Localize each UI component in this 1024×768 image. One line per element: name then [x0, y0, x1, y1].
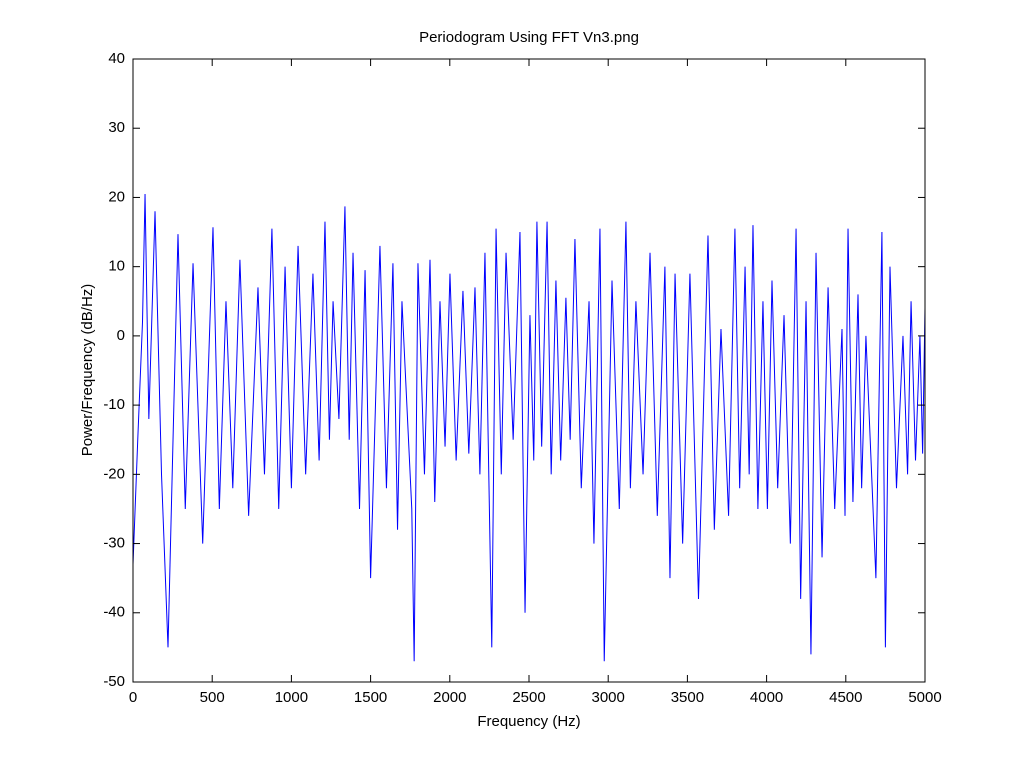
y-tick-label: 0 [117, 327, 125, 344]
x-tick-label: 3000 [592, 689, 625, 706]
y-tick-label: 40 [108, 50, 125, 67]
x-tick-label: 1000 [275, 689, 308, 706]
y-tick-label: -20 [103, 465, 125, 482]
y-tick-label: 20 [108, 188, 125, 205]
x-tick-label: 500 [200, 689, 225, 706]
data-line [132, 193, 926, 662]
x-tick-label: 4000 [750, 689, 783, 706]
x-axis-label: Frequency (Hz) [477, 713, 580, 730]
x-tick-label: 1500 [354, 689, 387, 706]
y-tick-label: -40 [103, 604, 125, 621]
x-tick-label: 3500 [671, 689, 704, 706]
y-tick-label: -50 [103, 673, 125, 690]
y-tick-label: -30 [103, 535, 125, 552]
chart-title: Periodogram Using FFT Vn3.png [419, 29, 639, 46]
x-tick-label: 2000 [433, 689, 466, 706]
x-tick-label: 0 [129, 689, 137, 706]
x-tick-label: 4500 [829, 689, 862, 706]
y-tick-label: -10 [103, 396, 125, 413]
y-axis-label: Power/Frequency (dB/Hz) [79, 284, 96, 457]
x-tick-label: 2500 [512, 689, 545, 706]
x-tick-label: 5000 [908, 689, 941, 706]
y-tick-label: 10 [108, 258, 125, 275]
y-tick-label: 30 [108, 119, 125, 136]
